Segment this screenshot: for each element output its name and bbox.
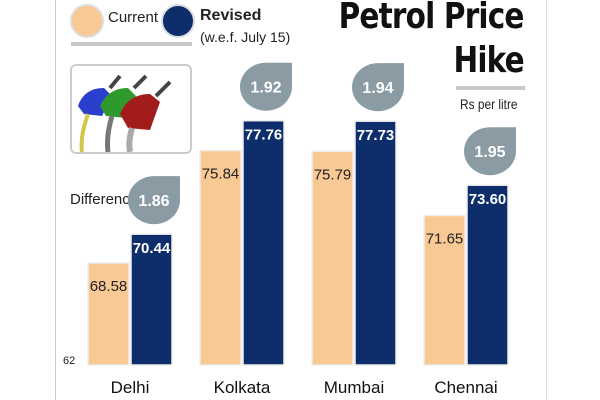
fuel-nozzle-image <box>70 64 192 154</box>
bar-current-chennai <box>423 214 466 366</box>
legend-swatch-current <box>70 4 104 38</box>
bar-value-label-current: 68.58 <box>90 278 128 295</box>
difference-label: Difference <box>70 191 139 208</box>
bar-value-label-revised: 77.76 <box>245 127 283 144</box>
difference-bubble-mumbai <box>352 63 404 112</box>
bar-value-label-current: 75.84 <box>202 165 240 182</box>
x-axis-label-delhi: Delhi <box>111 378 150 397</box>
legend-separator <box>71 42 192 46</box>
chart-title-line2: Hike <box>453 40 525 81</box>
x-axis-label-chennai: Chennai <box>434 378 497 397</box>
bar-revised-delhi <box>130 233 173 366</box>
frame-right-border <box>546 0 547 400</box>
legend-swatch-revised <box>161 4 195 38</box>
bar-value-label-revised: 77.73 <box>357 127 395 144</box>
x-axis-label-kolkata: Kolkata <box>214 378 271 397</box>
bar-current-mumbai <box>311 150 354 366</box>
title-separator <box>456 86 525 90</box>
difference-value-kolkata: 1.92 <box>250 80 281 97</box>
difference-bubble-kolkata <box>240 62 292 111</box>
legend-label-current: Current <box>108 9 159 26</box>
bar-revised-kolkata <box>242 119 285 366</box>
bar-current-delhi <box>87 262 130 366</box>
x-axis-label-mumbai: Mumbai <box>324 378 384 397</box>
unit-label: Rs per litre <box>460 96 518 112</box>
bar-value-label-current: 75.79 <box>314 166 352 183</box>
legend-label-revised: Revised <box>200 7 262 24</box>
bar-revised-mumbai <box>354 120 397 366</box>
legend-revised-note: (w.e.f. July 15) <box>200 29 291 45</box>
difference-bubble-chennai <box>464 127 516 176</box>
frame-left-border <box>55 0 56 400</box>
chart-title-line1: Petrol Price <box>339 0 525 37</box>
bar-value-label-revised: 70.44 <box>133 240 171 257</box>
y-axis-baseline-label: 62 <box>63 355 75 367</box>
difference-value-delhi: 1.86 <box>138 193 169 210</box>
bar-value-label-revised: 73.60 <box>469 191 507 208</box>
difference-bubble-delhi <box>128 176 180 225</box>
bar-value-label-current: 71.65 <box>426 230 464 247</box>
bar-revised-chennai <box>466 184 509 366</box>
difference-value-chennai: 1.95 <box>474 144 505 161</box>
bar-current-kolkata <box>199 149 242 366</box>
difference-value-mumbai: 1.94 <box>362 80 393 97</box>
